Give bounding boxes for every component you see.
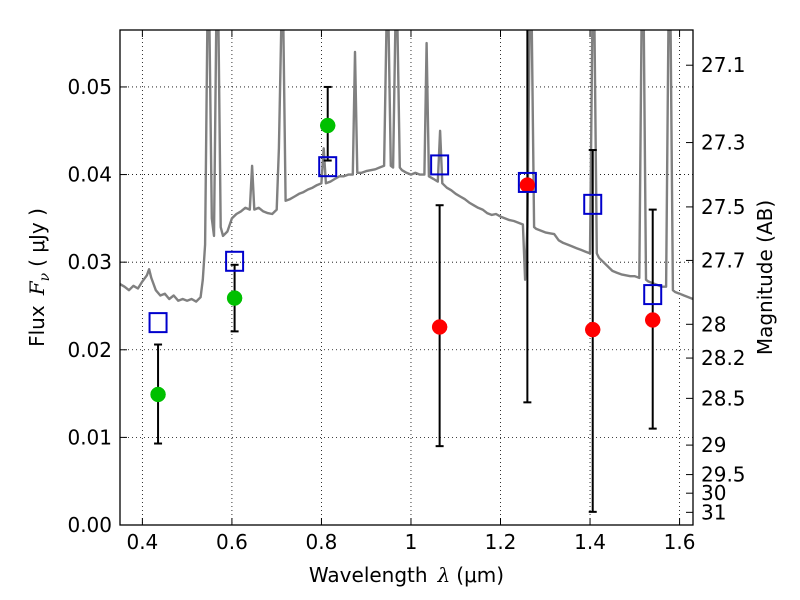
y2-tick-label: 28.2	[701, 346, 746, 370]
y-tick-label: 0.03	[67, 250, 112, 274]
model-flux-marker	[643, 284, 663, 306]
observed-flux-point	[319, 117, 336, 134]
y-tick-label: 0.01	[67, 425, 112, 449]
plot-frame	[119, 29, 694, 526]
y2-tick-label: 29	[701, 433, 726, 457]
grid	[120, 30, 693, 526]
model-flux-marker	[430, 154, 450, 176]
model-flux-marker	[225, 250, 245, 272]
y2-tick-label: 28.5	[701, 386, 746, 410]
plot-area	[120, 30, 693, 513]
y2-tick-label: 28	[701, 312, 726, 336]
model-flux-marker	[583, 193, 603, 215]
y-tick-label: 0.00	[67, 513, 112, 537]
x-tick-label: 0.6	[216, 530, 248, 554]
y2-tick-label: 27.3	[701, 131, 746, 155]
y-tick-label: 0.02	[67, 338, 112, 362]
x-tick-label: 1.2	[485, 530, 517, 554]
y2-tick-label: 27.1	[701, 53, 746, 77]
x-axis-title: Wavelength λ (μm)	[309, 563, 504, 587]
x-tick-label: 1.6	[664, 530, 696, 554]
model-sed-line	[120, 30, 693, 303]
y2-tick-label: 30	[701, 481, 726, 505]
y2-tick-label: 27.7	[701, 248, 746, 272]
axis-ticks: 0.4 0.6 0.8 1 1.2 1.4 1.6 0.00 0.01 0.02 0.03 0.04 0…	[67, 30, 746, 554]
model-flux-marker	[318, 156, 338, 178]
model-flux-marker	[148, 312, 168, 334]
x-tick-label: 1.4	[574, 530, 606, 554]
observed-flux-point	[584, 321, 601, 338]
y2-tick-label: 27.5	[701, 195, 746, 219]
x-tick-label: 1	[405, 530, 418, 554]
x-tick-label: 0.4	[126, 530, 158, 554]
y2-tick-label: 31	[701, 500, 726, 524]
observed-flux-point	[644, 312, 661, 328]
observed-flux-point	[431, 319, 448, 335]
y-tick-label: 0.04	[67, 163, 112, 187]
model-flux-marker	[517, 171, 537, 193]
observed-flux-point	[150, 386, 166, 403]
y-axis-title: FluxFν( μJy )	[25, 208, 53, 347]
observed-flux-point	[519, 177, 536, 193]
x-tick-label: 0.8	[306, 530, 338, 554]
y2-axis-title: Magnitude (AB)	[753, 200, 777, 355]
y-tick-label: 0.05	[67, 75, 112, 99]
y2-tick-label: 29.5	[701, 463, 746, 487]
observed-flux-point	[226, 290, 243, 306]
